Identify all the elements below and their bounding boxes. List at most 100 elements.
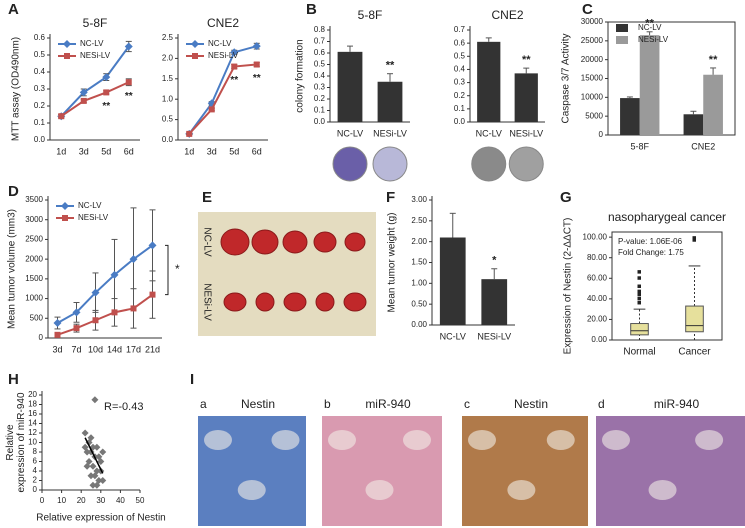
y-tick-label: 0 bbox=[599, 130, 604, 139]
y-tick-label: 2 bbox=[33, 476, 38, 485]
y-tick-label: 3000 bbox=[25, 215, 43, 224]
significance-label: * bbox=[492, 255, 497, 267]
legend-label: NESi-LV bbox=[638, 35, 669, 44]
panel-label: A bbox=[8, 1, 19, 18]
panel-label: G bbox=[560, 189, 572, 206]
annotation: Fold Change: 1.75 bbox=[618, 248, 684, 257]
data-point bbox=[72, 308, 81, 317]
x-tick-label: 1d bbox=[56, 146, 66, 156]
tumor bbox=[223, 292, 247, 312]
legend-label: NC-LV bbox=[78, 201, 102, 210]
significance-label: ** bbox=[386, 60, 395, 72]
legend-label: NC-LV bbox=[80, 39, 104, 48]
y-tick-label: 0.0 bbox=[162, 135, 174, 144]
outlier bbox=[637, 292, 641, 297]
tile-letter: d bbox=[598, 397, 605, 411]
y-tick-label: 0.5 bbox=[314, 60, 326, 69]
y-tick-label: 0.0 bbox=[34, 135, 46, 144]
x-tick-label: NESi-LV bbox=[477, 331, 511, 341]
y-tick-label: 2.50 bbox=[411, 216, 427, 225]
data-point bbox=[230, 48, 239, 57]
x-tick-label: Normal bbox=[623, 347, 655, 358]
y-axis-label: MTT assay (OD490nm) bbox=[11, 37, 22, 141]
tissue-detail bbox=[602, 430, 630, 450]
tumor bbox=[344, 232, 366, 252]
y-tick-label: 1.5 bbox=[162, 74, 174, 83]
scatter-point bbox=[81, 443, 89, 451]
bar bbox=[477, 41, 501, 123]
x-tick-label: NC-LV bbox=[337, 128, 363, 138]
chart-title: 5-8F bbox=[83, 16, 108, 30]
legend-marker bbox=[62, 215, 68, 221]
scatter-point bbox=[93, 443, 101, 451]
y-tick-label: 1500 bbox=[25, 274, 43, 283]
y-tick-label: 0.5 bbox=[162, 115, 174, 124]
y-tick-label: 500 bbox=[30, 313, 44, 322]
y-tick-label: 6 bbox=[33, 457, 38, 466]
panel-label: H bbox=[8, 371, 19, 388]
y-tick-label: 10 bbox=[28, 438, 37, 447]
scatter-point bbox=[89, 462, 97, 470]
tissue-detail bbox=[507, 480, 536, 500]
y-tick-label: 20 bbox=[28, 390, 37, 399]
significance-label: ** bbox=[253, 73, 261, 84]
y-tick-label: 0.1 bbox=[454, 104, 466, 113]
y-tick-label: 0.50 bbox=[411, 299, 427, 308]
data-point bbox=[208, 106, 215, 113]
tissue-detail bbox=[546, 430, 575, 450]
x-tick-label: NESi-LV bbox=[509, 128, 543, 138]
chart-title: CNE2 bbox=[207, 16, 239, 30]
panel-label: I bbox=[190, 371, 194, 388]
tumor bbox=[283, 292, 307, 312]
y-tick-label: 0.0 bbox=[314, 117, 326, 126]
y-tick-label: 0 bbox=[33, 485, 38, 494]
y-tick-label: 0.6 bbox=[314, 48, 326, 57]
x-tick-label: 14d bbox=[107, 344, 122, 354]
y-tick-label: 0.5 bbox=[34, 50, 46, 59]
legend-marker bbox=[191, 40, 199, 48]
x-tick-label: 5d bbox=[101, 146, 111, 156]
y-tick-label: 16 bbox=[28, 409, 37, 418]
y-tick-label: 2000 bbox=[25, 254, 43, 263]
tile-letter: b bbox=[324, 397, 331, 411]
x-tick-label: 17d bbox=[126, 344, 141, 354]
tumor-photo bbox=[198, 212, 376, 336]
y-axis-label: Mean tumor volume (mm3) bbox=[7, 209, 18, 329]
tissue-detail bbox=[403, 430, 431, 450]
tumor bbox=[343, 292, 367, 312]
x-tick-label: NC-LV bbox=[476, 128, 502, 138]
y-tick-label: 8 bbox=[33, 447, 38, 456]
x-tick-label: 21d bbox=[145, 344, 160, 354]
x-tick-label: 5d bbox=[229, 146, 239, 156]
data-point bbox=[130, 305, 137, 312]
y-tick-label: 0.0 bbox=[454, 117, 466, 126]
data-point bbox=[253, 61, 260, 68]
y-tick-label: 2.00 bbox=[411, 237, 427, 246]
y-tick-label: 3.00 bbox=[411, 195, 427, 204]
x-axis-label: Relative expression of Nestin bbox=[36, 513, 166, 524]
x-tick-label: 5-8F bbox=[630, 141, 649, 151]
data-point bbox=[92, 317, 99, 324]
bar bbox=[481, 279, 508, 325]
y-axis-label: Expression of Nestin (2-ΔΔCT) bbox=[563, 218, 574, 355]
x-tick-label: 3d bbox=[207, 146, 217, 156]
y-tick-label: 20000 bbox=[581, 55, 604, 64]
y-tick-label: 14 bbox=[28, 419, 37, 428]
scatter-point bbox=[93, 481, 101, 489]
outlier bbox=[637, 270, 641, 274]
y-tick-label: 0.1 bbox=[314, 106, 326, 115]
tumor bbox=[220, 228, 250, 256]
chart-title: CNE2 bbox=[491, 8, 523, 22]
data-point bbox=[58, 113, 65, 120]
y-tick-label: 80.00 bbox=[587, 253, 608, 262]
y-tick-label: 0.4 bbox=[34, 67, 46, 76]
colony-dish bbox=[508, 146, 544, 182]
x-tick-label: 40 bbox=[116, 496, 125, 505]
series-line bbox=[60, 81, 130, 118]
scatter-point bbox=[87, 472, 95, 480]
tile-title: miR-940 bbox=[365, 397, 411, 411]
series-line bbox=[57, 244, 154, 324]
scatter-point bbox=[99, 448, 107, 456]
legend-marker bbox=[61, 202, 69, 210]
y-tick-label: 2.5 bbox=[162, 33, 174, 42]
